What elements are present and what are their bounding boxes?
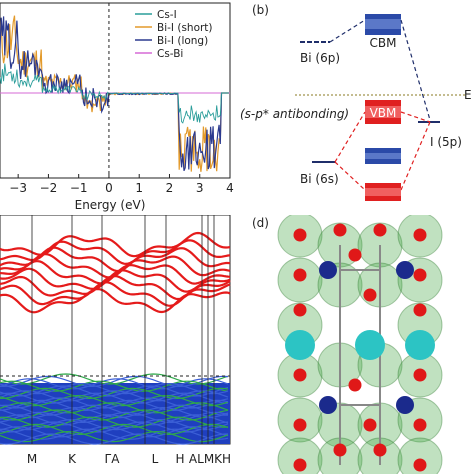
iodide-atom [413, 368, 427, 382]
cesium-atom [285, 330, 315, 360]
band-structure-chart: M K ΓA L H ALMKH [0, 215, 231, 466]
legend-entry: Bi-I (short) [157, 22, 213, 34]
pdos-x-tick-label: 3 [196, 181, 204, 195]
pdos-x-axis-label: Energy (eV) [75, 198, 146, 212]
kpath-tick-label: ALMKH [189, 452, 231, 466]
cesium-atom [355, 330, 385, 360]
legend-entry: Cs-Bi [157, 48, 183, 60]
panel-d-label: (d) [252, 216, 269, 230]
iodide-atom [293, 458, 307, 472]
high-symmetry-lines [31, 215, 215, 444]
legend-entry: Bi-I (long) [157, 35, 208, 47]
pdos-x-ticks: −3 −2 −1 0 1 2 3 4 [9, 174, 234, 195]
pdos-x-tick-label: 2 [166, 181, 174, 195]
bismuth-atom [319, 261, 337, 279]
kpath-tick-label: H [175, 452, 184, 466]
iodide-atom [348, 378, 362, 392]
bi6s-label: Bi (6s) [300, 172, 339, 186]
pdos-legend: Cs-IBi-I (short)Bi-I (long)Cs-Bi [135, 9, 213, 60]
pdos-x-tick-label: 1 [135, 181, 143, 195]
iodide-atom [293, 368, 307, 382]
pdos-x-tick-label: −3 [9, 181, 27, 195]
kpath-tick-label: K [68, 452, 77, 466]
vbm-block [365, 100, 401, 124]
bi6p-to-cbm-line [329, 19, 366, 43]
bonding-red-block [365, 183, 401, 201]
iodide-atom [348, 248, 362, 262]
pdos-chart: −3 −2 −1 0 1 2 3 4 Energy (eV) Cs-IBi-I (short)… [0, 2, 234, 212]
crystal-structure: (d) [252, 215, 443, 474]
cbm-label: CBM [370, 36, 397, 50]
bi6p-label: Bi (6p) [300, 51, 340, 65]
pdos-x-tick-label: −1 [70, 181, 88, 195]
panel-c-bands: M K ΓA L H ALMKH [0, 215, 240, 474]
iodide-atom [333, 223, 347, 237]
cbm-to-i5p-line [400, 19, 431, 121]
valence-bands [0, 373, 230, 445]
pdos-curves [0, 15, 229, 172]
panel-b-label: (b) [252, 3, 269, 17]
iodide-atom [293, 228, 307, 242]
vbm-label: VBM [370, 106, 397, 120]
iodide-atom [293, 303, 307, 317]
pdos-x-tick-label: 0 [105, 181, 113, 195]
kpath-tick-label: ΓA [105, 452, 121, 466]
cbm-block [365, 14, 401, 35]
panel-a-pdos: −3 −2 −1 0 1 2 3 4 Energy (eV) Cs-I Bi-I (short)… [0, 0, 240, 215]
panel-b-level-diagram: (b) CBM Bi (6p) E (s-p* antibonding) VBM… [240, 0, 474, 215]
level-diagram: (b) CBM Bi (6p) E (s-p* antibonding) VBM… [240, 3, 472, 201]
iodide-atom [413, 418, 427, 432]
legend-entry: Cs-I [157, 9, 177, 21]
iodide-atom [363, 288, 377, 302]
kpath-tick-label: L [152, 452, 159, 466]
kpath-tick-labels: M K ΓA L H ALMKH [27, 452, 231, 466]
fermi-level-label: E [464, 88, 472, 102]
pdos-x-tick-label: −2 [40, 181, 58, 195]
iodide-atom [363, 418, 377, 432]
bonding-blue-block [365, 148, 401, 164]
bismuth-atom [319, 396, 337, 414]
iodide-atom [373, 443, 387, 457]
iodide-atom [413, 303, 427, 317]
kpath-tick-label: M [27, 452, 37, 466]
iodide-atom [293, 418, 307, 432]
bismuth-atom [396, 261, 414, 279]
iodide-atom [333, 443, 347, 457]
antibonding-label: (s-p* antibonding) [240, 107, 349, 121]
iodide-atom [373, 223, 387, 237]
panel-d-structure: (d) [240, 215, 474, 474]
iodide-atom [413, 268, 427, 282]
iodide-atom [293, 268, 307, 282]
i5p-label: I (5p) [430, 135, 462, 149]
conduction-bands [0, 231, 231, 314]
iodide-atom [413, 228, 427, 242]
pdos-x-tick-label: 4 [226, 181, 234, 195]
pdos-frame [0, 2, 231, 179]
bismuth-atom [396, 396, 414, 414]
cesium-atom [405, 330, 435, 360]
iodide-atom [413, 458, 427, 472]
